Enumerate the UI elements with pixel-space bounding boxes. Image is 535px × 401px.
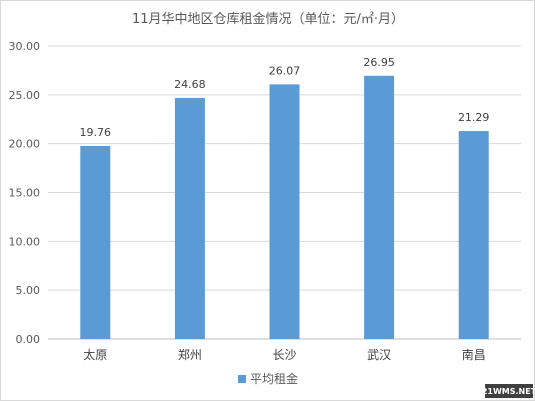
data-label: 26.07 xyxy=(269,64,301,77)
data-label: 19.76 xyxy=(80,126,112,139)
y-tick-label: 15.00 xyxy=(9,187,41,200)
data-label: 24.68 xyxy=(174,78,206,91)
legend: 平均租金 xyxy=(238,371,298,386)
legend-swatch xyxy=(238,375,246,383)
bar-4 xyxy=(364,75,395,339)
bar-1 xyxy=(80,146,111,339)
chart-title: 11月华中地区仓库租金情况（单位：元/㎡·月） xyxy=(132,11,404,27)
category-label: 太原 xyxy=(83,347,107,362)
y-tick-label: 30.00 xyxy=(9,40,41,53)
y-tick-label: 5.00 xyxy=(16,284,41,297)
y-tick-label: 10.00 xyxy=(9,235,41,248)
bars xyxy=(80,75,489,340)
bar-2 xyxy=(174,97,205,339)
watermark-background xyxy=(485,384,533,398)
watermark-text: 21WMS.NET xyxy=(482,387,534,396)
category-label: 长沙 xyxy=(272,348,296,362)
legend-label-average-rent: 平均租金 xyxy=(250,371,298,386)
category-label: 南昌 xyxy=(462,347,486,362)
y-axis-ticks: 0.00 5.00 10.00 15.00 20.00 25.00 30.00 xyxy=(9,40,41,346)
bar-5 xyxy=(458,131,489,339)
data-label: 26.95 xyxy=(363,56,395,69)
y-tick-label: 25.00 xyxy=(9,89,41,102)
bar-3 xyxy=(269,84,300,340)
data-label: 21.29 xyxy=(458,111,490,124)
watermark: 21WMS.NET xyxy=(482,384,534,398)
y-tick-label: 0.00 xyxy=(16,333,41,346)
category-label: 郑州 xyxy=(178,347,202,362)
x-axis-categories: 太原 郑州 长沙 武汉 南昌 xyxy=(83,347,485,362)
y-tick-label: 20.00 xyxy=(9,138,41,151)
data-labels: 19.76 24.68 26.07 26.95 21.29 xyxy=(80,56,490,139)
category-label: 武汉 xyxy=(367,348,391,362)
